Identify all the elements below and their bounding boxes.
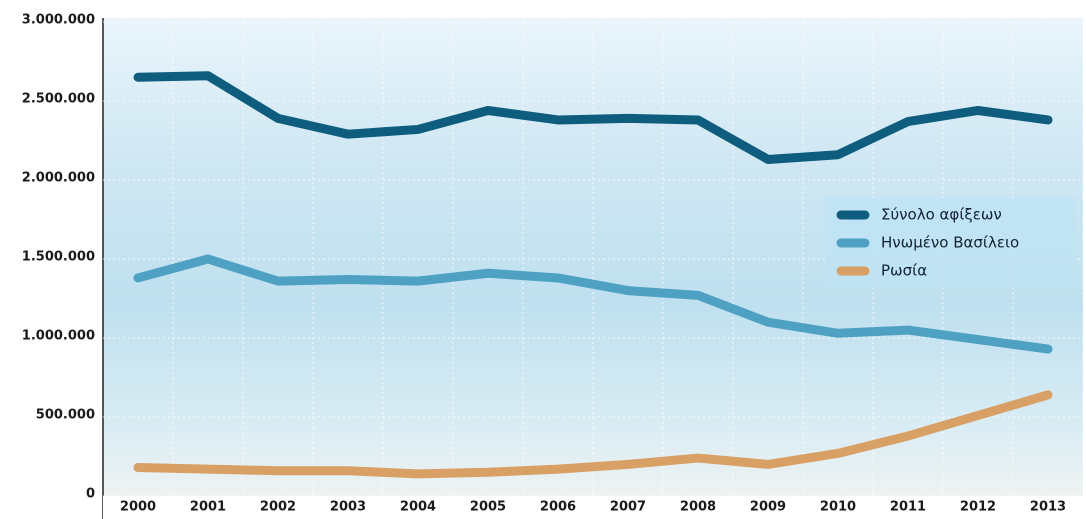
x-tick-label: 2010 <box>820 500 856 515</box>
x-tick-label: 2009 <box>750 500 786 515</box>
y-tick-label: 2.500.000 <box>22 92 95 107</box>
x-tick-label: 2006 <box>540 500 576 515</box>
series-line <box>133 390 1053 479</box>
x-tick-label: 2001 <box>190 500 226 515</box>
y-tick-label: 1.500.000 <box>22 250 95 265</box>
series-line <box>133 254 1053 354</box>
legend-label: Ρωσία <box>881 262 927 280</box>
x-tick-label: 2000 <box>120 500 156 515</box>
legend-label: Σύνολο αφίξεων <box>881 206 1002 224</box>
x-tick-label: 2013 <box>1030 500 1066 515</box>
series-line <box>133 71 1053 164</box>
y-tick-label: 0 <box>86 487 95 502</box>
y-tick-label: 3.000.000 <box>22 13 95 28</box>
y-tick-label: 1.000.000 <box>22 329 95 344</box>
x-tick-label: 2011 <box>890 500 926 515</box>
x-tick-label: 2004 <box>400 500 436 515</box>
y-tick-label: 500.000 <box>36 408 95 423</box>
y-tick-label: 2.000.000 <box>22 171 95 186</box>
x-tick-label: 2003 <box>330 500 366 515</box>
x-tick-label: 2012 <box>960 500 996 515</box>
legend-label: Ηνωμένο Βασίλειο <box>881 234 1019 252</box>
x-tick-label: 2005 <box>470 500 506 515</box>
x-tick-label: 2002 <box>260 500 296 515</box>
x-tick-label: 2008 <box>680 500 716 515</box>
x-tick-label: 2007 <box>610 500 646 515</box>
